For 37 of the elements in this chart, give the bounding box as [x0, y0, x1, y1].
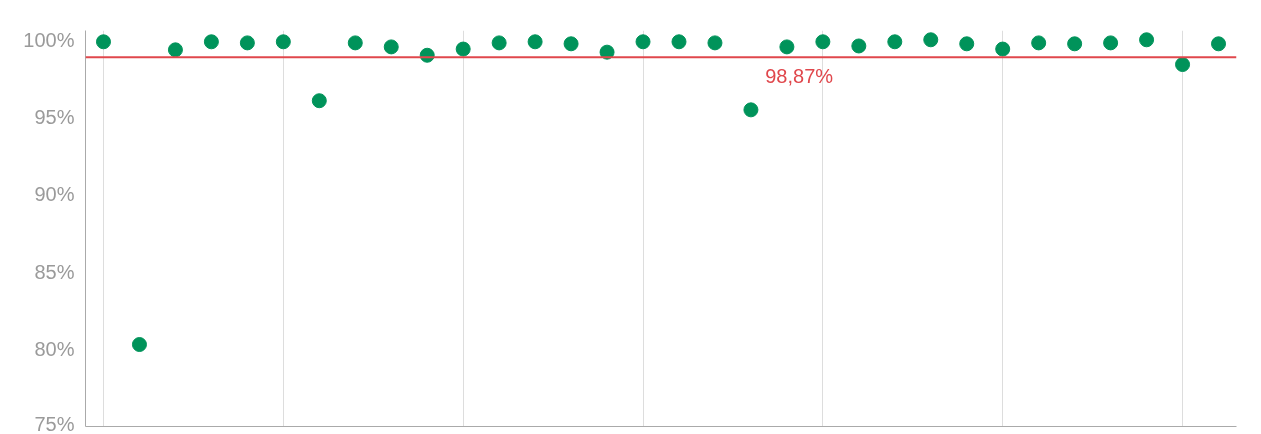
point	[743, 102, 759, 118]
point	[275, 34, 291, 50]
point	[635, 34, 651, 50]
point	[815, 34, 831, 50]
point	[563, 36, 579, 52]
y-tick-label: 95%	[34, 106, 75, 129]
point	[959, 36, 975, 52]
y-tick-label: 75%	[34, 412, 75, 434]
point	[131, 337, 147, 352]
point	[383, 39, 399, 55]
point	[1031, 35, 1047, 51]
y-tick-label: 80%	[34, 338, 75, 361]
point	[95, 34, 111, 50]
point	[671, 34, 687, 50]
point	[347, 35, 363, 51]
point	[1103, 35, 1119, 51]
point	[203, 34, 219, 50]
point	[887, 34, 903, 50]
point	[707, 35, 723, 51]
point	[491, 35, 507, 51]
point	[167, 42, 183, 58]
point	[779, 39, 795, 55]
point	[851, 38, 867, 54]
point	[923, 32, 939, 48]
point	[527, 34, 543, 50]
y-tick-label: 90%	[34, 183, 75, 206]
y-tick-label: 100%	[23, 28, 75, 51]
y-tick-label: 85%	[34, 260, 75, 283]
point	[455, 41, 471, 57]
point	[239, 35, 255, 51]
point	[1211, 36, 1227, 52]
point	[311, 93, 327, 109]
ref-line-label: 98,87%	[765, 65, 834, 88]
point	[995, 41, 1011, 57]
point	[1139, 32, 1155, 48]
point	[1175, 57, 1191, 73]
point	[1067, 36, 1083, 52]
